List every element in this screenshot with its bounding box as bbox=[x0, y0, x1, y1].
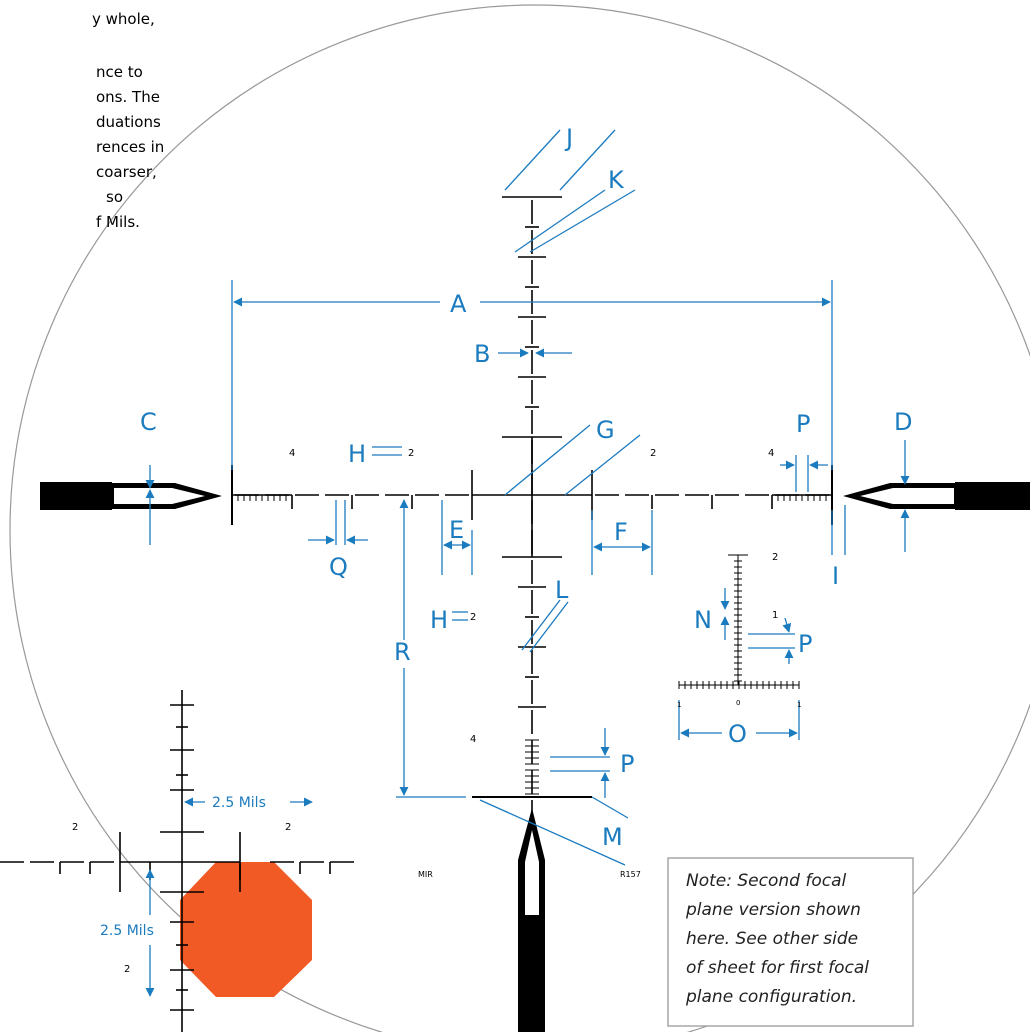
reticle-number: 0 bbox=[736, 699, 740, 707]
callout: H bbox=[348, 440, 366, 468]
note-line: plane configuration. bbox=[685, 987, 857, 1007]
callout: Q bbox=[329, 553, 348, 581]
callout: M bbox=[602, 823, 623, 851]
inset-number: 2 bbox=[124, 964, 130, 975]
callout: G bbox=[596, 416, 615, 444]
callout: P bbox=[796, 410, 810, 438]
intro-line: so bbox=[106, 188, 123, 206]
intro-line: y whole, bbox=[92, 10, 155, 28]
callout: B bbox=[474, 340, 490, 368]
intro-line: f Mils. bbox=[96, 213, 140, 231]
reticle-number: 4 bbox=[768, 448, 774, 459]
callout: H bbox=[430, 606, 448, 634]
intro-line: ons. The bbox=[96, 88, 160, 106]
callout: J bbox=[564, 124, 573, 152]
intro-line: duations bbox=[96, 113, 161, 131]
intro-line: coarser, bbox=[96, 163, 157, 181]
inset-number: 2 bbox=[72, 822, 78, 833]
reticle-number: 2 bbox=[772, 552, 778, 563]
inset-reticle bbox=[0, 690, 354, 1032]
reticle-number: 4 bbox=[470, 734, 476, 745]
reticle-number: 2 bbox=[408, 448, 414, 459]
callout: E bbox=[449, 516, 464, 544]
callout: R bbox=[394, 638, 411, 666]
callout: K bbox=[608, 166, 625, 194]
callout-lines bbox=[145, 129, 910, 997]
reticle-mark: MIR bbox=[418, 870, 433, 879]
intro-line: rences in bbox=[96, 138, 164, 156]
callout: I bbox=[832, 562, 839, 590]
callout: A bbox=[450, 290, 467, 318]
callout: P bbox=[798, 630, 812, 658]
callout: O bbox=[728, 720, 747, 748]
inset-label: 2.5 Mils bbox=[100, 923, 154, 939]
note-line: here. See other side bbox=[686, 929, 858, 949]
right-pointer bbox=[843, 482, 1030, 510]
reticle-number: 2 bbox=[650, 448, 656, 459]
target bbox=[180, 862, 312, 997]
inset-label: 2.5 Mils bbox=[212, 795, 266, 811]
callout: N bbox=[694, 606, 712, 634]
reticle-numbers: 4 2 2 4 2 1 0 1 1 2 4 MIR R157 bbox=[289, 448, 801, 879]
callout: L bbox=[555, 576, 569, 604]
scope-circle bbox=[9, 4, 1030, 1032]
reticle-mark: R157 bbox=[620, 870, 641, 879]
note-line: Note: Second focal bbox=[686, 871, 846, 891]
reticle-number: 1 bbox=[772, 610, 778, 621]
note-line: of sheet for first focal bbox=[686, 958, 869, 978]
reticle-number: 1 bbox=[797, 701, 801, 709]
reticle-number: 2 bbox=[470, 612, 476, 623]
callout: D bbox=[894, 408, 912, 436]
bottom-pointer bbox=[518, 808, 545, 1032]
callouts: J K A B C D P G H E F I Q N P O L H R P … bbox=[140, 124, 912, 851]
callout: F bbox=[614, 518, 628, 546]
note: Note: Second focal plane version shown her… bbox=[685, 871, 869, 1007]
left-pointer bbox=[40, 482, 222, 510]
callout: C bbox=[140, 408, 157, 436]
note-box bbox=[667, 857, 914, 1027]
intro-line: nce to bbox=[96, 63, 143, 81]
inset-number: 2 bbox=[285, 822, 291, 833]
note-line: plane version shown bbox=[685, 900, 861, 920]
inset-texts: 2.5 Mils 2.5 Mils 2 2 2 bbox=[72, 795, 291, 975]
reticle-number: 4 bbox=[289, 448, 295, 459]
reticle-number: 1 bbox=[677, 701, 681, 709]
reticle bbox=[231, 196, 833, 824]
intro-text: y whole, nce to ons. The duations rences in c… bbox=[92, 10, 164, 231]
callout: P bbox=[620, 750, 634, 778]
